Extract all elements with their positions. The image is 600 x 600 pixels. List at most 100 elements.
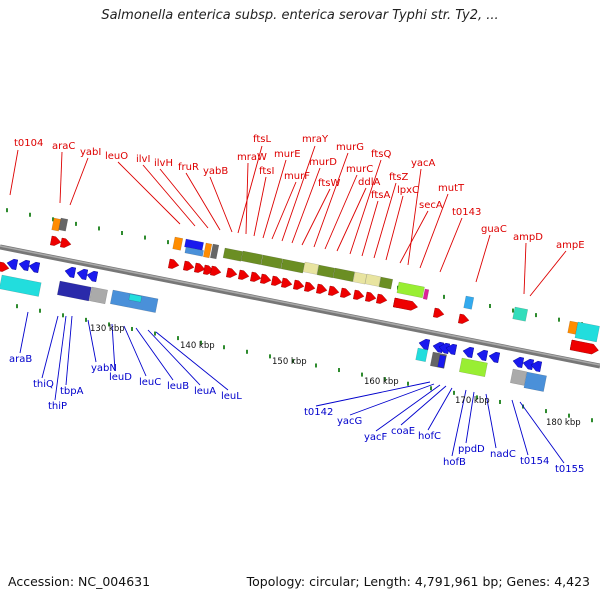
gene-label-bottom[interactable]: leuC: [139, 377, 161, 388]
gene-label-top[interactable]: leuO: [105, 151, 128, 162]
gene-label-bottom[interactable]: leuD: [109, 372, 132, 383]
forward-gene-arrow[interactable]: [376, 293, 388, 305]
forward-gene-arrow[interactable]: [60, 237, 72, 249]
reverse-gene-arrow[interactable]: [512, 356, 525, 368]
gene-label-bottom[interactable]: leuL: [221, 391, 242, 402]
gene-label-top[interactable]: araC: [52, 141, 75, 152]
gene-label-top[interactable]: ftsI: [259, 166, 274, 177]
operon-block[interactable]: [240, 250, 263, 265]
lime-block[interactable]: [459, 357, 488, 378]
gene-label-top[interactable]: murE: [274, 149, 301, 160]
gene-label-top[interactable]: murD: [309, 157, 337, 168]
operon-block[interactable]: [280, 258, 305, 274]
forward-gene-arrow[interactable]: [458, 313, 470, 325]
gene-label-top[interactable]: guaC: [481, 224, 507, 235]
gene-label-bottom[interactable]: leuA: [194, 386, 216, 397]
cyan-block[interactable]: [128, 293, 143, 303]
gene-label-bottom[interactable]: yabN: [91, 363, 117, 374]
forward-gene-arrow[interactable]: [340, 287, 352, 299]
steelblue-block[interactable]: [523, 371, 547, 392]
forward-gene-arrow[interactable]: [281, 277, 293, 289]
forward-gene-arrow[interactable]: [238, 269, 250, 281]
reverse-gene-arrow[interactable]: [76, 268, 89, 280]
cyan-block[interactable]: [415, 347, 429, 362]
forward-gene-arrow[interactable]: [260, 273, 272, 285]
operon-block[interactable]: [364, 273, 381, 287]
operon-block[interactable]: [316, 264, 335, 279]
gene-label-top[interactable]: ampE: [556, 240, 585, 251]
reverse-gene-arrow[interactable]: [488, 351, 501, 363]
forward-gene-arrow[interactable]: [393, 297, 418, 311]
forward-gene-arrow[interactable]: [50, 235, 62, 247]
gene-label-top[interactable]: fruR: [178, 162, 199, 173]
gene-label-bottom[interactable]: ppdD: [458, 444, 485, 455]
reverse-gene-arrow[interactable]: [438, 342, 451, 354]
gene-label-top[interactable]: lpxC: [397, 185, 419, 196]
gene-label-bottom[interactable]: coaE: [391, 426, 415, 437]
gene-label-bottom[interactable]: t0155: [555, 464, 584, 475]
gene-label-top[interactable]: ftsZ: [389, 172, 408, 183]
forward-gene-arrow[interactable]: [168, 258, 180, 270]
gene-label-bottom[interactable]: t0142: [304, 407, 333, 418]
reverse-gene-arrow[interactable]: [530, 360, 543, 372]
forward-gene-arrow[interactable]: [293, 279, 305, 291]
cyan-block[interactable]: [0, 274, 42, 297]
reverse-gene-arrow[interactable]: [432, 341, 445, 353]
orange-block[interactable]: [172, 236, 184, 251]
reverse-gene-arrow[interactable]: [86, 270, 99, 282]
darkblue-block[interactable]: [57, 280, 92, 302]
gene-label-top[interactable]: yabI: [80, 147, 101, 158]
reverse-gene-arrow[interactable]: [476, 349, 489, 361]
gene-label-top[interactable]: ftsL: [253, 134, 271, 145]
forward-gene-arrow[interactable]: [433, 307, 445, 319]
forward-gene-arrow[interactable]: [183, 260, 195, 272]
forward-gene-arrow[interactable]: [316, 283, 328, 295]
reverse-gene-arrow[interactable]: [445, 343, 458, 355]
operon-block[interactable]: [352, 271, 368, 285]
gene-label-top[interactable]: ftsA: [371, 190, 390, 201]
gene-label-top[interactable]: secA: [419, 200, 443, 211]
operon-block[interactable]: [260, 254, 283, 269]
forward-gene-arrow[interactable]: [569, 339, 599, 355]
gray-block[interactable]: [510, 368, 527, 386]
forward-gene-arrow[interactable]: [210, 265, 222, 277]
reverse-gene-arrow[interactable]: [6, 258, 19, 270]
gene-label-bottom[interactable]: thiQ: [33, 379, 54, 390]
forward-gene-arrow[interactable]: [365, 291, 377, 303]
forward-gene-arrow[interactable]: [194, 262, 206, 274]
gray-block[interactable]: [58, 217, 69, 232]
gene-label-top[interactable]: yacA: [411, 158, 436, 169]
gene-label-top[interactable]: ftsW: [318, 178, 340, 189]
gene-label-top[interactable]: ftsQ: [371, 149, 391, 160]
gene-label-bottom[interactable]: t0154: [520, 456, 549, 467]
gene-label-bottom[interactable]: leuB: [167, 381, 189, 392]
gene-label-top[interactable]: ilvH: [154, 158, 173, 169]
gene-label-top[interactable]: ilvI: [136, 154, 150, 165]
cyan-block[interactable]: [574, 321, 600, 343]
orange-block[interactable]: [567, 320, 579, 335]
reverse-gene-arrow[interactable]: [418, 338, 431, 350]
forward-gene-arrow[interactable]: [304, 281, 316, 293]
gene-label-bottom[interactable]: nadC: [490, 449, 516, 460]
forward-gene-arrow[interactable]: [271, 275, 283, 287]
reverse-gene-arrow[interactable]: [28, 261, 41, 273]
operon-block[interactable]: [332, 267, 355, 282]
reverse-gene-arrow[interactable]: [462, 346, 475, 358]
gene-label-top[interactable]: murF: [284, 171, 310, 182]
gene-label-top[interactable]: mraW: [237, 152, 267, 163]
forward-gene-arrow[interactable]: [250, 271, 262, 283]
gene-features[interactable]: [0, 217, 600, 392]
gene-label-bottom[interactable]: hofB: [443, 457, 466, 468]
magenta-block[interactable]: [422, 288, 430, 300]
gray-block[interactable]: [89, 286, 108, 305]
gene-label-bottom[interactable]: araB: [9, 354, 32, 365]
forward-gene-arrow[interactable]: [226, 267, 238, 279]
gene-label-bottom[interactable]: tbpA: [60, 386, 84, 397]
forward-gene-arrow[interactable]: [328, 285, 340, 297]
gene-label-bottom[interactable]: yacF: [364, 432, 388, 443]
gene-label-top[interactable]: ddlA: [358, 177, 380, 188]
steelblue-block[interactable]: [110, 289, 159, 313]
gene-label-top[interactable]: murG: [336, 142, 364, 153]
gene-label-top[interactable]: mutT: [438, 183, 465, 194]
